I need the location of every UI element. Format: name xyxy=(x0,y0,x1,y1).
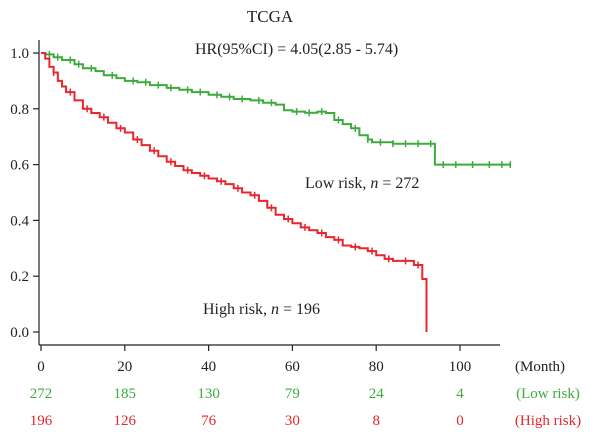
low-risk-label-prefix: Low risk, xyxy=(305,175,370,192)
high-risk-risk-table-label: (High risk) xyxy=(515,413,581,429)
low-risk-at-risk-count: 185 xyxy=(114,386,137,402)
low-risk-at-risk-count: 79 xyxy=(285,386,300,402)
x-tick-label: 100 xyxy=(449,359,472,375)
series-layer xyxy=(41,50,512,332)
high-risk-at-risk-count: 0 xyxy=(456,413,464,429)
hazard-ratio-annotation: HR(95%CI) = 4.05(2.85 - 5.74) xyxy=(195,41,398,58)
risk-table: 272 185 130 79 24 4 (Low risk) 196 126 76 30 8 0 (Hig… xyxy=(30,386,581,429)
high-risk-label-prefix: High risk, xyxy=(203,301,271,318)
y-tick-label: 0.8 xyxy=(10,102,29,118)
y-axis-ticks: 0.0 0.2 0.4 0.6 0.8 1.0 xyxy=(10,46,39,341)
high-risk-survival-curve xyxy=(41,52,428,332)
low-risk-at-risk-count: 272 xyxy=(30,386,53,402)
low-risk-at-risk-count: 130 xyxy=(197,386,220,402)
high-risk-at-risk-count: 76 xyxy=(201,413,217,429)
x-tick-label: 60 xyxy=(285,359,300,375)
plot-frame xyxy=(38,40,500,346)
low-risk-label-suffix: = 272 xyxy=(378,175,419,192)
low-risk-at-risk-count: 4 xyxy=(456,386,464,402)
y-tick-label: 0.0 xyxy=(10,325,29,341)
high-risk-label-n: n xyxy=(271,301,279,318)
y-tick-label: 0.6 xyxy=(10,158,29,174)
y-tick-label: 1.0 xyxy=(10,46,29,62)
x-tick-label: 0 xyxy=(37,359,45,375)
y-tick-label: 0.2 xyxy=(10,269,29,285)
high-risk-at-risk-count: 30 xyxy=(285,413,300,429)
high-risk-label-suffix: = 196 xyxy=(279,301,320,318)
chart-title: TCGA xyxy=(247,7,294,26)
x-axis-ticks: 0 20 40 60 80 100 xyxy=(37,345,471,375)
y-tick-label: 0.4 xyxy=(10,213,29,229)
x-tick-label: 20 xyxy=(117,359,132,375)
high-risk-label: High risk, n = 196 xyxy=(203,301,320,318)
low-risk-risk-table-label: (Low risk) xyxy=(516,386,580,402)
x-tick-label: 80 xyxy=(369,359,384,375)
x-axis-label: (Month) xyxy=(515,359,565,375)
high-risk-at-risk-count: 126 xyxy=(114,413,137,429)
low-risk-at-risk-count: 24 xyxy=(369,386,385,402)
high-risk-at-risk-count: 196 xyxy=(30,413,53,429)
x-tick-label: 40 xyxy=(201,359,216,375)
low-risk-survival-curve xyxy=(41,52,511,166)
low-risk-label-n: n xyxy=(370,175,378,192)
low-risk-label: Low risk, n = 272 xyxy=(305,175,419,192)
high-risk-at-risk-count: 8 xyxy=(372,413,380,429)
